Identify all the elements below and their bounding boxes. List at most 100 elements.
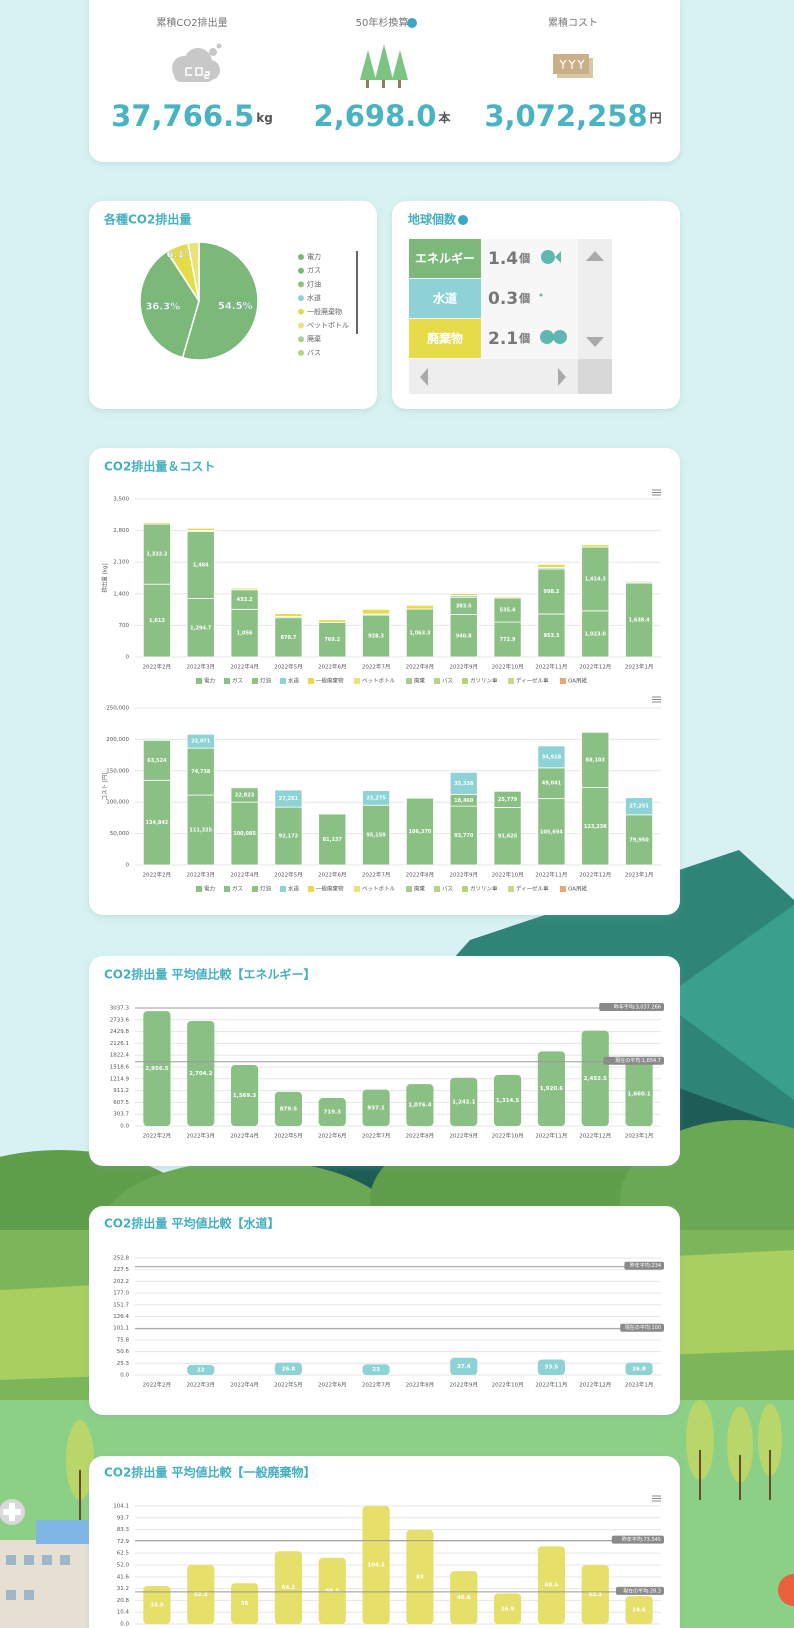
legend-label: 電力 — [204, 677, 215, 685]
globe-value: 2.1個 — [488, 329, 530, 349]
unit: 円 — [650, 111, 662, 125]
globe-label: エネルギー — [415, 251, 475, 266]
bar — [406, 1084, 434, 1126]
legend-label: 水道 — [288, 677, 300, 685]
y-tick-label: 31.2 — [117, 1586, 129, 1592]
value: 37,766.5 — [111, 99, 254, 133]
y-tick-label: 202.2 — [113, 1279, 129, 1285]
y-tick-label: 0.0 — [120, 1622, 129, 1628]
y-tick-label: 1518.6 — [110, 1065, 130, 1071]
bar-segment — [318, 621, 347, 658]
value-label: 928.3 — [368, 634, 384, 640]
legend-swatch — [252, 678, 258, 684]
bar — [274, 1362, 303, 1375]
bar-segment — [142, 779, 171, 866]
legend-label: 廃棄 — [414, 677, 426, 685]
legend-swatch — [406, 678, 412, 684]
bar — [537, 1051, 566, 1126]
bar-segment — [230, 801, 259, 866]
bar — [187, 1364, 215, 1375]
bar — [493, 1074, 522, 1126]
scroll-up[interactable] — [586, 251, 604, 261]
value-label: 1,638.4 — [628, 618, 650, 624]
x-tick-label: 2022年6月 — [318, 663, 347, 671]
legend-label: 灯油 — [260, 885, 272, 893]
x-tick-label: 2022年5月 — [274, 871, 303, 879]
bar-segment — [493, 790, 522, 808]
bar — [143, 1586, 171, 1624]
summary-label: 累積CO2排出量 — [156, 16, 227, 29]
scroll-down[interactable] — [586, 337, 604, 347]
bar-segment — [142, 740, 171, 781]
bar — [581, 1564, 609, 1624]
legend-label: ペットボトル — [307, 322, 349, 330]
bar-segment — [186, 598, 215, 658]
bar — [362, 1364, 390, 1375]
legend-swatch — [308, 886, 314, 892]
bar — [537, 1359, 566, 1375]
y-tick-label: 10.4 — [117, 1610, 130, 1616]
bar-segment — [230, 587, 259, 591]
legend-swatch — [224, 886, 230, 892]
value-label: 1,056 — [237, 631, 253, 637]
legend-swatch — [298, 308, 304, 315]
x-tick-label: 2022年3月 — [187, 871, 216, 879]
x-tick-label: 2022年3月 — [187, 1132, 216, 1140]
bar-segment — [186, 527, 215, 531]
bar-segment — [537, 767, 566, 800]
y-tick-label: 72.9 — [117, 1539, 130, 1545]
value-label: 2,956.5 — [145, 1066, 168, 1072]
value-label: 1,332.2 — [146, 552, 168, 558]
x-tick-label: 2022年6月 — [318, 871, 347, 879]
value: 2.1 — [488, 329, 518, 349]
y-axis-title: 排出量 [kg] — [101, 563, 109, 592]
x-tick-label: 2022年2月 — [143, 663, 172, 671]
scroll-right[interactable] — [558, 368, 566, 386]
value-label: 79,950 — [629, 837, 649, 843]
legend-label: ディーゼル車 — [516, 677, 549, 685]
bar — [230, 1583, 259, 1624]
reference-label: 昨年平均:3,037.266 — [614, 1004, 661, 1011]
legend-label: 水道 — [288, 885, 300, 893]
legend-swatch — [560, 678, 566, 684]
bar — [274, 1091, 303, 1126]
legend-label: ガス — [232, 885, 243, 893]
bar — [450, 1357, 478, 1375]
x-tick-label: 2023年1月 — [625, 1132, 654, 1140]
legend-label: OA用紙 — [568, 885, 587, 893]
pie-slice — [181, 241, 259, 361]
x-tick-label: 2022年10月 — [492, 663, 524, 671]
globe-value: 1.4個 — [488, 249, 530, 269]
bar — [625, 1596, 653, 1624]
bar-segment — [625, 580, 654, 583]
bar-segment — [362, 614, 391, 658]
panel-title: 地球個数 — [408, 212, 457, 227]
bar-segment — [493, 597, 522, 623]
bar — [274, 1551, 303, 1624]
x-tick-label: 2022年4月 — [230, 663, 259, 671]
bar-segment — [625, 797, 654, 816]
help-icon[interactable] — [407, 18, 417, 28]
value-label: 36 — [241, 1601, 249, 1607]
value-label: 123,238 — [584, 824, 607, 830]
legend-swatch — [298, 336, 304, 343]
value-label: 1,076.4 — [408, 1103, 431, 1109]
chart-title: CO2排出量 平均値比較【一般廃棄物】 — [104, 1465, 316, 1480]
globe-value: 0.3個 — [488, 289, 530, 309]
value-label: 52.1 — [588, 1592, 602, 1598]
legend-label: ペットボトル — [362, 885, 396, 893]
y-tick-label: 700 — [119, 623, 130, 629]
scroll-left[interactable] — [420, 368, 428, 386]
value-label: 34,918 — [542, 754, 562, 760]
legend-swatch — [298, 295, 304, 302]
value-label: 940.8 — [456, 633, 472, 639]
menu-icons[interactable] — [652, 489, 661, 1502]
value: 1.4 — [488, 249, 518, 269]
legend-label: バス — [442, 678, 453, 685]
bar-segment — [537, 568, 566, 615]
legend-label: 灯油 — [260, 677, 272, 685]
y-tick-label: 100,000 — [106, 800, 129, 806]
value-label: 33.5 — [545, 1365, 559, 1371]
bar — [143, 1011, 171, 1126]
summary-value: 2,698.0 本 — [314, 99, 452, 133]
